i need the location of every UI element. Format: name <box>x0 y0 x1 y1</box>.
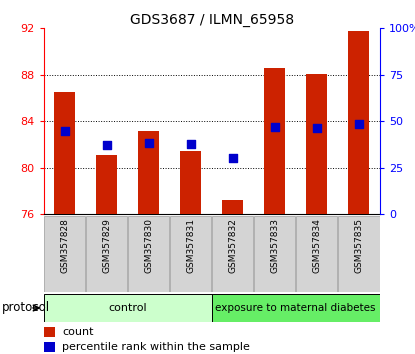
Text: GSM357835: GSM357835 <box>354 218 363 273</box>
Text: count: count <box>62 327 93 337</box>
Bar <box>128 216 169 292</box>
Bar <box>254 216 295 292</box>
Bar <box>264 68 285 214</box>
Text: protocol: protocol <box>2 302 50 314</box>
Text: GSM357829: GSM357829 <box>102 218 111 273</box>
Text: percentile rank within the sample: percentile rank within the sample <box>62 342 250 352</box>
Point <box>61 129 68 134</box>
Bar <box>222 200 243 214</box>
Bar <box>348 31 369 214</box>
Bar <box>86 216 127 292</box>
Bar <box>180 152 201 214</box>
Point <box>229 156 236 161</box>
Point <box>145 140 152 145</box>
Title: GDS3687 / ILMN_65958: GDS3687 / ILMN_65958 <box>129 13 294 27</box>
Point <box>187 142 194 147</box>
Text: GSM357832: GSM357832 <box>228 218 237 273</box>
Text: control: control <box>108 303 147 313</box>
Text: GSM357831: GSM357831 <box>186 218 195 273</box>
Bar <box>306 74 327 214</box>
Bar <box>170 216 211 292</box>
Bar <box>44 216 85 292</box>
Bar <box>212 216 254 292</box>
Bar <box>212 294 380 322</box>
Bar <box>96 155 117 214</box>
Bar <box>44 342 55 353</box>
Text: exposure to maternal diabetes: exposure to maternal diabetes <box>215 303 376 313</box>
Point <box>271 124 278 130</box>
Bar <box>138 131 159 214</box>
Point <box>103 143 110 148</box>
Text: GSM357828: GSM357828 <box>60 218 69 273</box>
Bar <box>44 327 55 337</box>
Point <box>355 121 362 127</box>
Text: GSM357833: GSM357833 <box>270 218 279 273</box>
Bar <box>44 294 212 322</box>
Text: GSM357830: GSM357830 <box>144 218 153 273</box>
Bar <box>54 92 75 214</box>
Bar <box>338 216 379 292</box>
Text: GSM357834: GSM357834 <box>312 218 321 273</box>
Point <box>313 125 320 131</box>
Bar <box>296 216 337 292</box>
